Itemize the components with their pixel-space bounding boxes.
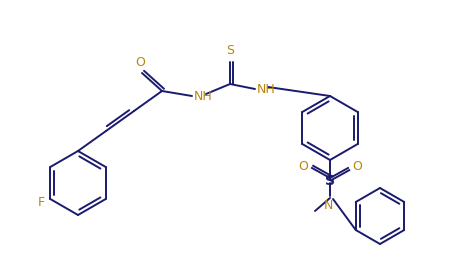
Text: O: O bbox=[352, 160, 362, 172]
Text: O: O bbox=[135, 56, 145, 69]
Text: N: N bbox=[323, 199, 333, 212]
Text: NH: NH bbox=[194, 90, 213, 103]
Text: F: F bbox=[38, 196, 45, 208]
Text: NH: NH bbox=[257, 83, 276, 96]
Text: S: S bbox=[226, 44, 234, 57]
Text: O: O bbox=[298, 160, 308, 172]
Text: S: S bbox=[325, 174, 335, 188]
